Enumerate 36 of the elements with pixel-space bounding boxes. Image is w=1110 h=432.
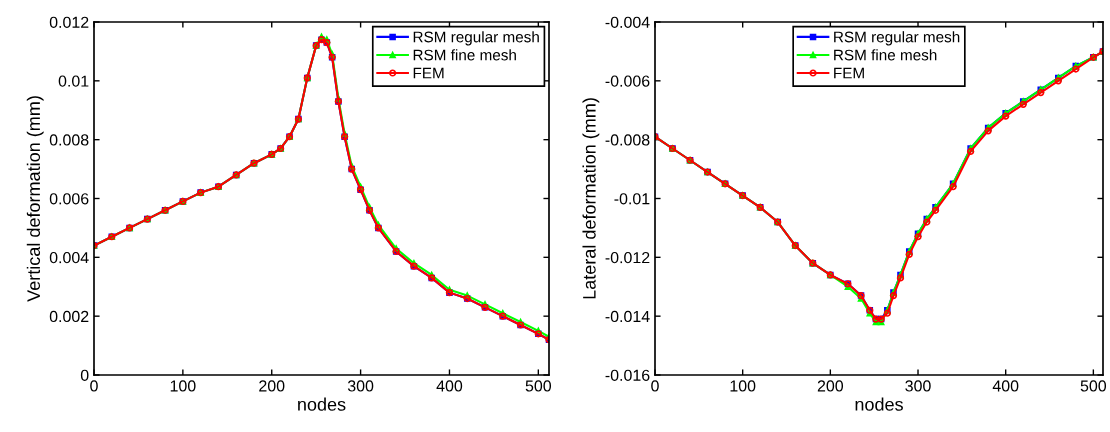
y-tick-label: -0.016 (605, 369, 650, 381)
legend-label: RSM regular mesh (413, 31, 539, 46)
x-tick-label: 100 (730, 380, 756, 392)
y-tick-label: -0.012 (605, 251, 650, 264)
y-tick-label: 0.01 (58, 75, 89, 87)
y-axis-title: Lateral deformation (mm) (582, 98, 600, 299)
y-tick-label: -0.01 (614, 193, 650, 205)
y-tick-label: -0.004 (605, 16, 650, 28)
x-tick-label: 200 (259, 380, 285, 392)
x-tick-label: 500 (1080, 380, 1107, 392)
legend-label: RSM fine mesh (413, 49, 516, 61)
y-tick-label: -0.008 (605, 134, 650, 146)
y-tick-label: 0.006 (49, 193, 89, 205)
y-tick-label: 0.008 (49, 134, 89, 146)
y-tick-label: 0.012 (49, 16, 89, 28)
y-tick-label: -0.006 (605, 75, 650, 87)
y-axis-title: Vertical deformation (mm) (26, 96, 44, 302)
x-tick-label: 100 (170, 380, 196, 392)
x-tick-label: 400 (436, 380, 463, 392)
x-tick-label: 0 (651, 380, 659, 392)
y-tick-label: -0.014 (605, 310, 650, 323)
x-tick-label: 500 (525, 380, 552, 392)
x-tick-label: 0 (90, 380, 98, 392)
y-tick-label: 0 (80, 369, 89, 381)
x-tick-label: 300 (905, 380, 931, 392)
y-tick-label: 0.002 (49, 310, 89, 323)
x-tick-label: 200 (817, 380, 844, 392)
x-tick-label: 300 (347, 380, 374, 392)
legend-label: FEM (413, 67, 444, 79)
legend-label: FEM (834, 67, 864, 79)
legend-label: RSM fine mesh (834, 49, 937, 61)
x-tick-label: 400 (992, 380, 1019, 392)
x-axis-title: nodes (855, 397, 903, 411)
y-tick-label: 0.004 (49, 251, 89, 264)
x-axis-title: nodes (298, 397, 346, 411)
legend-label: RSM regular mesh (834, 31, 960, 46)
